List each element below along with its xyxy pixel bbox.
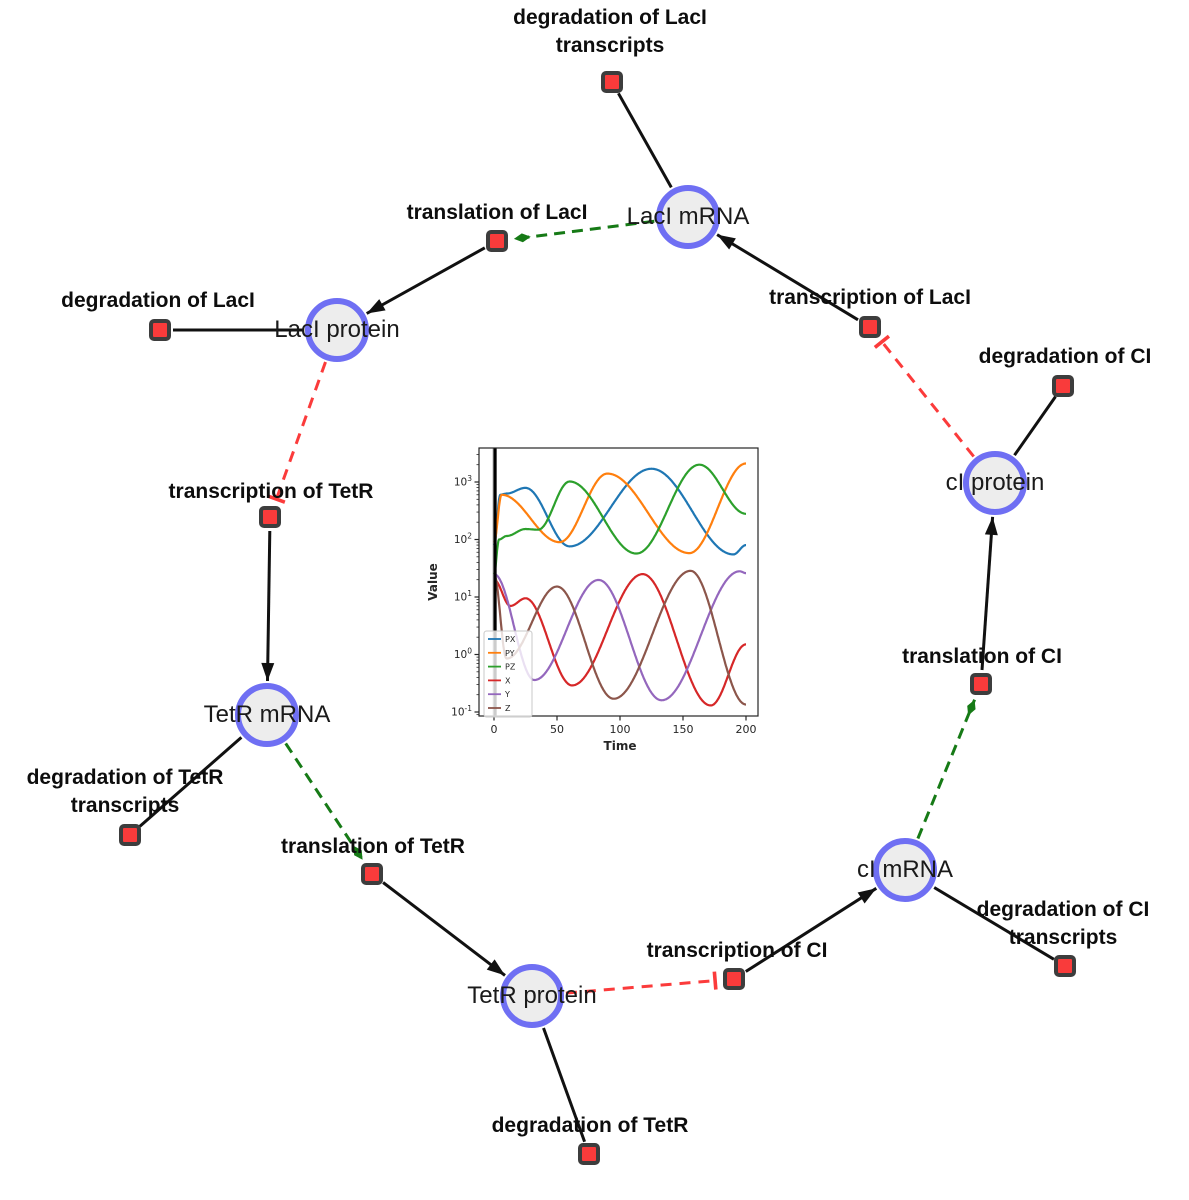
edge-production [716,233,859,322]
edge-production [382,881,506,977]
edges-layer [138,92,1057,1143]
reaction-node-deg_tetR_tr[interactable] [119,824,141,846]
x-tick-label: 150 [673,723,694,736]
edge-inhibition [267,361,327,504]
y-axis-label: Value [426,563,440,601]
y-tick-label: 103 [454,474,472,489]
reaction-node-deg_lacI[interactable] [149,319,171,341]
x-axis-label: Time [604,739,637,753]
y-tick-label: 101 [454,589,472,604]
series-PZ [493,463,747,575]
reaction-node-transl_lacI[interactable] [486,230,508,252]
species-node-cI_mRNA[interactable] [873,838,937,902]
edge-consumption [138,736,243,828]
x-tick-label: 200 [736,723,757,736]
legend-label-Z: Z [505,704,511,713]
reaction-node-transcr_cI[interactable] [723,968,745,990]
legend-label-X: X [505,676,511,685]
edge-production [365,246,486,315]
reaction-node-transl_cI[interactable] [970,673,992,695]
y-tick-label: 10-1 [451,704,472,719]
y-tick-label: 100 [454,647,472,662]
edge-consumption [933,886,1055,961]
series-PX [493,467,747,556]
reaction-node-deg_cI[interactable] [1052,375,1074,397]
chart-legend: PX PY PZ XYZ [483,630,533,718]
species-node-tetR_mRNA[interactable] [235,683,299,747]
reaction-node-transl_tetR[interactable] [361,863,383,885]
reaction-node-deg_tetR[interactable] [578,1143,600,1165]
species-node-tetR_protein[interactable] [500,964,564,1028]
chart-axes-box [478,447,759,717]
edge-modifier [284,742,364,861]
x-tick-label: 100 [610,723,631,736]
y-tick-label: 102 [454,532,472,547]
edge-consumption [542,1027,587,1143]
legend-label-PY: PY [505,649,515,658]
edge-consumption [617,92,673,189]
edge-production [261,530,275,682]
reaction-node-transcr_tetR[interactable] [259,506,281,528]
legend-label-Y: Y [504,690,510,699]
reaction-node-deg_cI_tr[interactable] [1054,955,1076,977]
x-tick-label: 0 [491,723,498,736]
edge-modifier [916,699,976,840]
edge-inhibition [873,334,975,458]
x-tick-label: 50 [550,723,564,736]
reaction-node-transcr_lacI[interactable] [859,316,881,338]
edge-production [744,887,878,973]
edge-modifier [513,219,655,243]
species-node-cI_protein[interactable] [963,451,1027,515]
legend-label-PX: PX [505,635,516,644]
series-Y [493,570,747,702]
species-node-lacI_protein[interactable] [305,298,369,362]
edge-inhibition [565,971,718,995]
series-PY [493,462,747,555]
series-X [493,573,747,707]
series-Z [493,569,747,706]
edge-production [980,516,998,671]
edge-consumption [1013,395,1057,457]
species-node-lacI_mRNA[interactable] [656,185,720,249]
legend-label-PZ: PZ [505,663,516,672]
reaction-node-deg_lacI_tr[interactable] [601,71,623,93]
